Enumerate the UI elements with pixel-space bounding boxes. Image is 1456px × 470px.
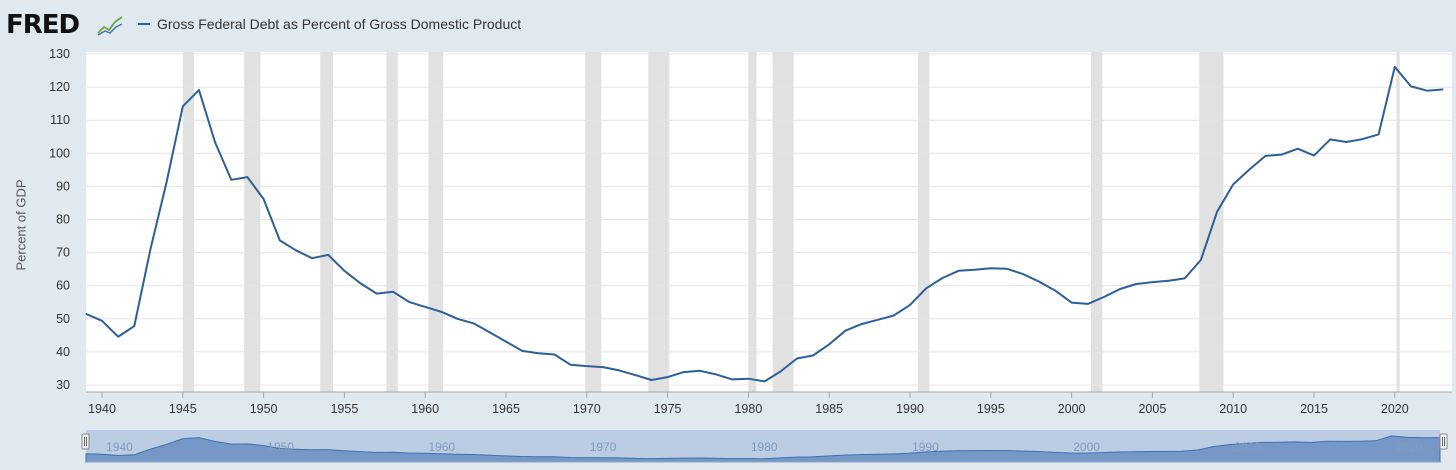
x-tick-label: 1950 — [250, 402, 278, 416]
recession-band — [182, 52, 195, 392]
recession-band — [1090, 52, 1103, 392]
recession-band — [386, 52, 398, 392]
y-tick-label: 90 — [56, 179, 70, 193]
navigator-handle[interactable] — [81, 433, 90, 450]
x-tick-label: 2015 — [1300, 402, 1328, 416]
x-tick-label: 2000 — [1058, 402, 1086, 416]
plot-area — [86, 52, 1452, 392]
x-tick-label: 1980 — [734, 402, 762, 416]
x-tick-label: 1960 — [411, 402, 439, 416]
fred-logo[interactable]: FRED — [6, 10, 80, 40]
series-line — [85, 65, 1444, 383]
legend-series-label: Gross Federal Debt as Percent of Gross D… — [157, 16, 522, 32]
navigator-label: 1950 — [267, 440, 294, 454]
navigator-label: 1990 — [912, 440, 939, 454]
recession-band — [585, 52, 602, 392]
navigator-label: 1970 — [590, 440, 617, 454]
y-tick-label: 30 — [56, 378, 70, 392]
line-chart[interactable]: 30 40 50 60 70 80 90 100 110 120 130 1940 1945 1950 19… — [0, 0, 1456, 425]
x-tick-label: 2020 — [1381, 402, 1409, 416]
recession-band — [1199, 52, 1224, 392]
y-tick-label: 100 — [49, 146, 70, 160]
x-tick-label: 1945 — [169, 402, 197, 416]
navigator-label: 2020 — [1396, 440, 1423, 454]
navigator-label: 2010 — [1234, 440, 1261, 454]
y-tick-label: 120 — [49, 80, 70, 94]
x-tick-label: 1970 — [573, 402, 601, 416]
x-tick-label: 1985 — [815, 402, 843, 416]
x-tick-label: 1995 — [977, 402, 1005, 416]
x-tick-label: 1940 — [88, 402, 116, 416]
navigator-series — [85, 435, 1441, 463]
navigator-label: 2000 — [1073, 440, 1100, 454]
x-tick-label: 2005 — [1138, 402, 1166, 416]
navigator-label: 1960 — [429, 440, 456, 454]
navigator-handle[interactable] — [1439, 433, 1448, 450]
legend-swatch — [138, 23, 150, 25]
y-tick-label: 70 — [56, 246, 70, 260]
recession-band — [1396, 52, 1400, 392]
line-chart-icon — [96, 13, 124, 37]
recession-band — [244, 52, 261, 392]
y-tick-label: 110 — [50, 113, 70, 127]
chart-legend[interactable]: Gross Federal Debt as Percent of Gross D… — [138, 16, 521, 32]
navigator-label: 1980 — [751, 440, 778, 454]
x-tick-label: 2010 — [1219, 402, 1247, 416]
y-tick-label: 130 — [49, 47, 70, 61]
navigator-label: 1940 — [106, 440, 133, 454]
y-tick-label: 60 — [56, 279, 70, 293]
x-tick-label: 1975 — [654, 402, 682, 416]
recession-band — [748, 52, 757, 392]
recession-band — [648, 52, 670, 392]
recession-band — [320, 52, 334, 392]
x-tick-label: 1955 — [330, 402, 358, 416]
recession-band — [918, 52, 930, 392]
y-tick-label: 80 — [56, 213, 70, 227]
y-tick-label: 50 — [56, 312, 70, 326]
y-tick-label: 40 — [56, 345, 70, 359]
recession-band — [772, 52, 794, 392]
x-tick-label: 1990 — [896, 402, 924, 416]
recession-band — [428, 52, 443, 392]
x-tick-label: 1965 — [492, 402, 520, 416]
